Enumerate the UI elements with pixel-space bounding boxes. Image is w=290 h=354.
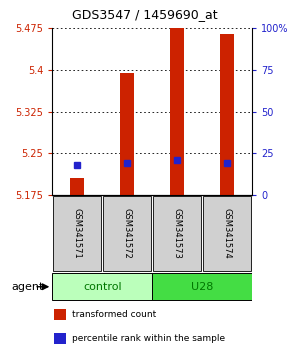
Text: GSM341574: GSM341574 <box>223 208 232 259</box>
FancyBboxPatch shape <box>203 196 251 271</box>
Bar <box>54 309 66 320</box>
Text: U28: U28 <box>191 282 213 292</box>
FancyBboxPatch shape <box>52 273 152 300</box>
Text: GSM341573: GSM341573 <box>173 208 182 259</box>
Text: agent: agent <box>11 282 44 292</box>
FancyBboxPatch shape <box>53 196 101 271</box>
Bar <box>120 73 134 195</box>
Text: GDS3547 / 1459690_at: GDS3547 / 1459690_at <box>72 8 218 21</box>
Text: percentile rank within the sample: percentile rank within the sample <box>72 335 225 343</box>
Bar <box>70 178 84 195</box>
Text: GSM341572: GSM341572 <box>123 208 132 259</box>
Text: control: control <box>83 282 122 292</box>
FancyBboxPatch shape <box>152 273 252 300</box>
FancyBboxPatch shape <box>103 196 151 271</box>
FancyBboxPatch shape <box>153 196 201 271</box>
Bar <box>54 333 66 344</box>
Bar <box>220 34 234 195</box>
Text: transformed count: transformed count <box>72 310 157 319</box>
Text: GSM341571: GSM341571 <box>73 208 82 259</box>
Bar <box>170 28 184 195</box>
